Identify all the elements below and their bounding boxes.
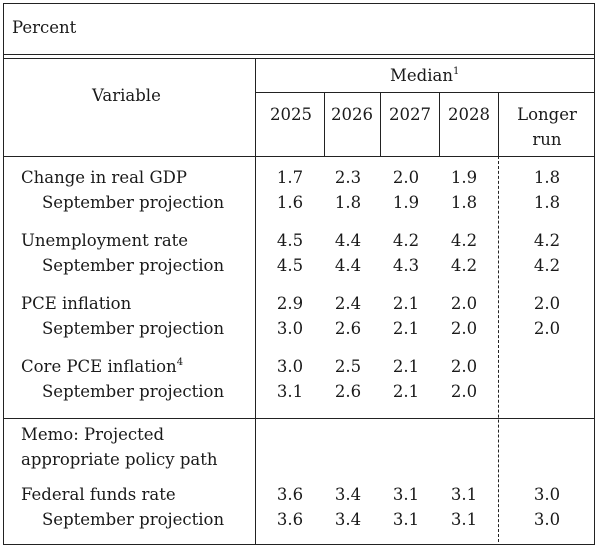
table-cell: 4.2 — [450, 256, 478, 275]
table-cell: 3.0 — [276, 357, 304, 376]
row-label: September projection — [42, 382, 225, 401]
table-cell: 1.9 — [392, 193, 420, 212]
table-cell: 2.0 — [450, 319, 478, 338]
row-label: September projection — [42, 510, 225, 529]
table-cell: 2.1 — [392, 382, 420, 401]
table-cell: 2.0 — [392, 168, 420, 187]
table-cell: 4.2 — [533, 256, 561, 275]
memo-label: Memo: Projected — [21, 425, 165, 444]
row-label: September projection — [42, 319, 225, 338]
row-label: Federal funds rate — [21, 485, 176, 504]
row-label: Core PCE inflation4 — [21, 356, 184, 376]
row-label: PCE inflation — [21, 294, 132, 313]
rule-header-bottom — [4, 156, 594, 157]
table-cell: 4.2 — [533, 231, 561, 250]
year-2025: 2025 — [270, 105, 312, 124]
year-2027: 2027 — [389, 105, 431, 124]
table-cell: 3.0 — [533, 485, 561, 504]
row-label: September projection — [42, 193, 225, 212]
table-cell: 2.1 — [392, 319, 420, 338]
rule-top-double — [4, 58, 594, 59]
table-cell: 4.2 — [450, 231, 478, 250]
rule-memo — [4, 418, 594, 419]
table-cell: 2.1 — [392, 357, 420, 376]
table-cell: 2.0 — [533, 319, 561, 338]
table-cell: 2.1 — [392, 294, 420, 313]
median-header: Median1 — [390, 65, 460, 85]
table-cell: 1.8 — [334, 193, 362, 212]
table-cell: 4.3 — [392, 256, 420, 275]
table-cell: 2.3 — [334, 168, 362, 187]
table-cell: 2.9 — [276, 294, 304, 313]
rule-year-2 — [380, 92, 381, 156]
projections-table: Percent Variable Median1 2025 2026 2027 … — [3, 3, 595, 545]
rule-year-1 — [324, 92, 325, 156]
table-cell: 3.1 — [450, 510, 478, 529]
table-cell: 3.0 — [276, 319, 304, 338]
table-cell: 2.0 — [450, 294, 478, 313]
table-cell: 2.5 — [334, 357, 362, 376]
table-cell: 4.5 — [276, 256, 304, 275]
unit-label: Percent — [12, 18, 77, 37]
table-cell: 4.4 — [334, 256, 362, 275]
row-label: September projection — [42, 256, 225, 275]
rule-median — [255, 92, 594, 93]
rule-variable-col — [255, 58, 256, 544]
rule-longer-run-dashed — [498, 156, 499, 542]
table-cell: 1.8 — [533, 193, 561, 212]
table-cell: 3.1 — [392, 510, 420, 529]
row-label: Change in real GDP — [21, 168, 187, 187]
table-cell: 3.1 — [276, 382, 304, 401]
table-cell: 1.8 — [533, 168, 561, 187]
table-cell: 3.0 — [533, 510, 561, 529]
table-cell: 1.9 — [450, 168, 478, 187]
table-cell: 3.6 — [276, 510, 304, 529]
table-cell: 1.6 — [276, 193, 304, 212]
table-cell: 3.6 — [276, 485, 304, 504]
table-cell: 3.4 — [334, 510, 362, 529]
memo-label: appropriate policy path — [21, 450, 218, 469]
rule-top — [4, 54, 594, 55]
longer-run-line1: Longer — [517, 105, 577, 124]
table-cell: 3.4 — [334, 485, 362, 504]
table-cell: 3.1 — [450, 485, 478, 504]
longer-run-line2: run — [532, 130, 562, 149]
year-2026: 2026 — [331, 105, 373, 124]
table-cell: 2.0 — [450, 382, 478, 401]
table-cell: 2.6 — [334, 319, 362, 338]
rule-year-4 — [498, 92, 499, 156]
table-cell: 1.7 — [276, 168, 304, 187]
table-cell: 2.0 — [533, 294, 561, 313]
table-cell: 2.0 — [450, 357, 478, 376]
year-2028: 2028 — [448, 105, 490, 124]
variable-header: Variable — [92, 86, 161, 105]
table-cell: 4.2 — [392, 231, 420, 250]
table-cell: 4.4 — [334, 231, 362, 250]
rule-year-3 — [439, 92, 440, 156]
table-cell: 2.4 — [334, 294, 362, 313]
table-cell: 2.6 — [334, 382, 362, 401]
table-cell: 3.1 — [392, 485, 420, 504]
row-label: Unemployment rate — [21, 231, 189, 250]
table-cell: 1.8 — [450, 193, 478, 212]
table-cell: 4.5 — [276, 231, 304, 250]
